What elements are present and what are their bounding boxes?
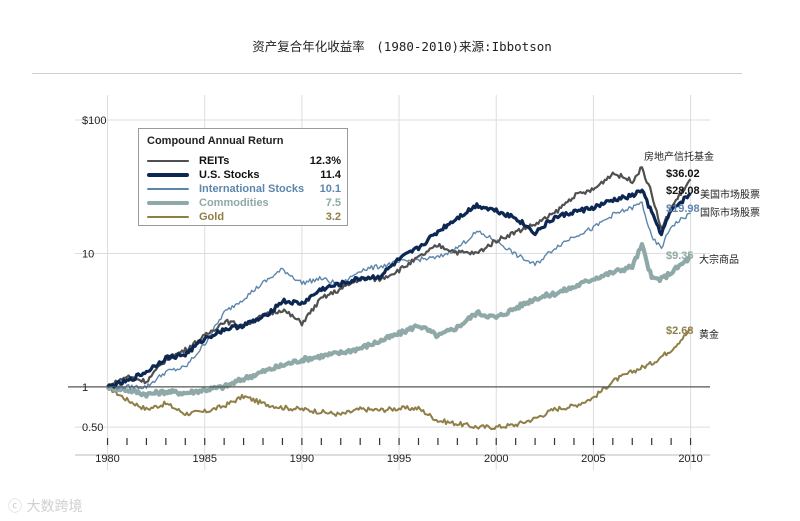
legend-item-commodities: Commodities 7.5 (139, 197, 347, 211)
legend-label: International Stocks (199, 183, 305, 195)
end-label-cn-gold: 黄金 (699, 330, 719, 341)
y-tick-label-1: 1 (82, 382, 88, 394)
series-line-reits (106, 166, 692, 388)
legend-label: Commodities (199, 197, 269, 209)
chart-series (105, 166, 692, 431)
chart-grid (75, 95, 710, 470)
legend-swatch (147, 159, 189, 163)
end-value-international-stocks: $19.98 (666, 203, 700, 215)
legend-return: 12.3% (309, 155, 341, 167)
legend-label: U.S. Stocks (199, 169, 260, 181)
legend-item-u-s-stocks: U.S. Stocks 11.4 (139, 169, 347, 183)
title-divider (32, 73, 742, 74)
x-tick-label-2000: 2000 (484, 453, 508, 465)
watermark-text: 大数跨境 (26, 499, 83, 515)
end-value-commodities: $9.35 (666, 250, 694, 262)
chart-title-main: 资产复合年化收益率 (252, 39, 365, 54)
end-label-cn-commodities: 大宗商品 (699, 255, 739, 266)
end-value-gold: $2.68 (666, 325, 694, 337)
chart-title-source: (1980-2010)来源:Ibbotson (376, 39, 552, 54)
series-line-u-s-stocks (106, 188, 692, 389)
legend-item-reits: REITs 12.3% (139, 155, 347, 169)
legend-title: Compound Annual Return (147, 135, 284, 147)
series-line-gold (107, 328, 691, 431)
chart-title: 资产复合年化收益率 (1980-2010)来源:Ibbotson (0, 36, 800, 55)
legend-item-gold: Gold 3.2 (139, 211, 347, 225)
legend-return: 10.1 (319, 183, 341, 195)
legend-return: 3.2 (325, 211, 341, 223)
end-label-cn-reits: 房地产信托基金 (644, 152, 714, 163)
end-value-reits: $36.02 (666, 168, 700, 180)
end-label-cn-u-s-stocks: 美国市场股票 (700, 190, 760, 201)
legend-swatch (147, 173, 189, 177)
legend-swatch (147, 200, 189, 206)
legend-swatch (147, 188, 189, 190)
y-tick-label-$100: $100 (82, 115, 106, 127)
legend-item-international-stocks: International Stocks 10.1 (139, 183, 347, 197)
legend-return: 7.5 (325, 197, 341, 209)
x-tick-label-1985: 1985 (192, 453, 216, 465)
x-tick-label-2010: 2010 (678, 453, 702, 465)
chart-axes: $100 10 1 0.50 1980 1985 1990 1995 2000 2005 2010 (68, 115, 710, 465)
chart-legend: Compound Annual Return REITs 12.3% U.S. St… (138, 128, 348, 226)
series-line-commodities (105, 242, 691, 399)
end-value-u-s-stocks: $28.08 (666, 185, 700, 197)
series-line-international-stocks (107, 201, 691, 390)
x-tick-label-1980: 1980 (95, 453, 119, 465)
legend-label: Gold (199, 211, 225, 223)
x-tick-label-1990: 1990 (290, 453, 314, 465)
y-tick-label-10: 10 (82, 248, 94, 260)
legend-swatch (147, 216, 189, 218)
y-tick-label-0.50: 0.50 (82, 422, 103, 434)
watermark-logo: ⓒ 大数跨境 (8, 496, 82, 516)
legend-return: 11.4 (320, 169, 341, 181)
x-tick-label-1995: 1995 (387, 453, 411, 465)
legend-label: REITs (199, 155, 230, 167)
x-tick-label-2005: 2005 (581, 453, 605, 465)
watermark-icon: ⓒ (8, 499, 22, 515)
end-label-cn-international-stocks: 国际市场股票 (700, 208, 760, 219)
